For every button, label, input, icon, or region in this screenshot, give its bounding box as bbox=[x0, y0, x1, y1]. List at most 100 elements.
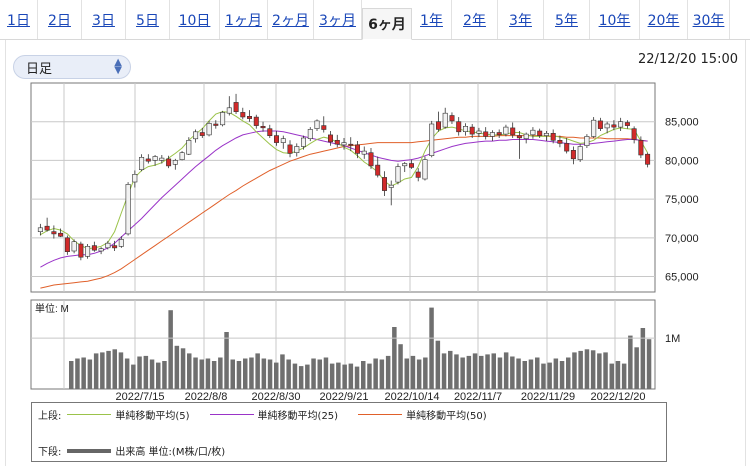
candle-body bbox=[462, 126, 468, 133]
volume-bar bbox=[429, 307, 434, 389]
tab-7[interactable]: 2ヶ月 bbox=[268, 0, 314, 39]
volume-bar bbox=[137, 356, 142, 389]
candle-body bbox=[321, 125, 327, 130]
candle-body bbox=[442, 112, 448, 128]
volume-bar bbox=[367, 363, 372, 389]
volume-chart: 1M 単位: M 2022/7/15 2022/8/8 2022/8/30 2022/9/… bbox=[30, 299, 680, 403]
candle-body bbox=[85, 246, 91, 257]
candle-body bbox=[51, 231, 57, 235]
candle-body bbox=[543, 133, 549, 136]
x-tick-label: 2022/8/30 bbox=[252, 391, 301, 403]
volume-bar bbox=[329, 363, 335, 389]
volume-bar bbox=[454, 354, 459, 389]
x-tick-label: 2022/9/21 bbox=[320, 391, 369, 403]
tab-9[interactable]: 6ヶ月 bbox=[362, 8, 412, 40]
legend-sma25-label: 単純移動平均(25) bbox=[257, 411, 339, 422]
volume-bar bbox=[112, 349, 117, 389]
volume-bar bbox=[392, 327, 397, 389]
volume-bar bbox=[249, 357, 254, 389]
legend-lower-row: 下段: 出来高 単位:(M株/口/枚) bbox=[38, 443, 239, 458]
volume-bar bbox=[317, 359, 322, 389]
volume-bar bbox=[106, 350, 111, 389]
tab-15[interactable]: 20年 bbox=[640, 0, 688, 39]
tab-4[interactable]: 5日 bbox=[126, 0, 170, 39]
volume-bar bbox=[416, 359, 422, 389]
legend-sma50-label: 単純移動平均(50) bbox=[406, 411, 487, 422]
candle-body bbox=[449, 115, 455, 122]
volume-bar bbox=[559, 361, 565, 389]
candle-body bbox=[287, 144, 293, 154]
volume-bar bbox=[311, 358, 316, 389]
candle-body bbox=[415, 171, 421, 178]
volume-bar bbox=[286, 359, 291, 389]
candle-body bbox=[645, 153, 651, 165]
legend-lower-label: 下段: bbox=[38, 447, 62, 458]
volume-bar bbox=[621, 363, 627, 389]
candle-body bbox=[273, 135, 279, 143]
tab-8[interactable]: 3ヶ月 bbox=[314, 0, 362, 39]
candle-body bbox=[179, 152, 185, 160]
volume-bar bbox=[516, 358, 521, 389]
volume-bar bbox=[615, 361, 621, 389]
tab-10[interactable]: 1年 bbox=[412, 0, 452, 39]
volume-bar bbox=[510, 356, 515, 389]
volume-bar bbox=[280, 354, 285, 389]
candle-body bbox=[172, 160, 178, 165]
candle-body bbox=[402, 163, 408, 167]
candle-body bbox=[638, 140, 644, 156]
candle-body bbox=[584, 136, 590, 146]
x-tick-label: 2022/8/8 bbox=[185, 391, 228, 403]
volume-bar bbox=[255, 353, 260, 389]
price-chart: 85,000 80,000 75,000 70,000 65,000 bbox=[30, 82, 699, 293]
candle-body bbox=[368, 152, 374, 167]
candle-body bbox=[381, 177, 387, 191]
volume-bar bbox=[274, 362, 279, 389]
candle-body bbox=[145, 158, 151, 162]
volume-bar bbox=[243, 358, 248, 389]
candle-body bbox=[220, 112, 226, 126]
candle-body bbox=[125, 184, 131, 235]
tab-1[interactable]: 1日 bbox=[0, 0, 38, 39]
volume-bar bbox=[230, 359, 235, 389]
tab-16[interactable]: 30年 bbox=[688, 0, 730, 39]
y-tick-label: 80,000 bbox=[665, 155, 699, 167]
candle-body bbox=[112, 245, 118, 249]
legend-sma5-label: 単純移動平均(5) bbox=[115, 411, 190, 422]
volume-bar bbox=[143, 355, 149, 389]
tab-3[interactable]: 3日 bbox=[82, 0, 126, 39]
legend-upper-label: 上段: bbox=[38, 411, 62, 422]
volume-bar bbox=[603, 352, 608, 389]
candle-body bbox=[388, 184, 394, 188]
volume-bar bbox=[323, 357, 329, 389]
tab-12[interactable]: 3年 bbox=[498, 0, 544, 39]
volume-bar bbox=[398, 344, 403, 389]
volume-bar bbox=[435, 340, 441, 389]
candle-body bbox=[139, 157, 145, 171]
legend-sma5: 単純移動平均(5) bbox=[61, 407, 190, 422]
sma50-swatch bbox=[358, 414, 403, 415]
candle-body bbox=[510, 127, 516, 136]
candle-body bbox=[253, 116, 259, 126]
candle-body bbox=[186, 140, 192, 155]
tab-5[interactable]: 10日 bbox=[170, 0, 220, 39]
y-tick-label: 70,000 bbox=[665, 233, 699, 245]
volume-bar bbox=[81, 357, 86, 389]
tab-6[interactable]: 1ヶ月 bbox=[220, 0, 268, 39]
candle-body bbox=[58, 232, 64, 237]
volume-bar bbox=[75, 358, 80, 389]
period-tab-bar: 1日 2日 3日 5日 10日 1ヶ月 2ヶ月 3ヶ月 6ヶ月 1年 2年 3年 5年 10年 20年 30年 bbox=[0, 0, 750, 40]
volume-bar bbox=[348, 363, 354, 389]
candle-body bbox=[624, 122, 630, 126]
volume-bar bbox=[640, 328, 646, 389]
candle-body bbox=[618, 121, 624, 128]
tab-11[interactable]: 2年 bbox=[452, 0, 498, 39]
y-tick-label: 65,000 bbox=[665, 272, 699, 284]
tab-14[interactable]: 10年 bbox=[590, 0, 640, 39]
candle-body bbox=[267, 128, 273, 136]
candle-body bbox=[166, 158, 172, 167]
tab-13[interactable]: 5年 bbox=[544, 0, 590, 39]
tab-2[interactable]: 2日 bbox=[38, 0, 82, 39]
candle-body bbox=[260, 126, 266, 129]
volume-bar bbox=[441, 353, 447, 389]
candle-period-select[interactable]: 日足 ▲ ▼ bbox=[13, 55, 131, 79]
